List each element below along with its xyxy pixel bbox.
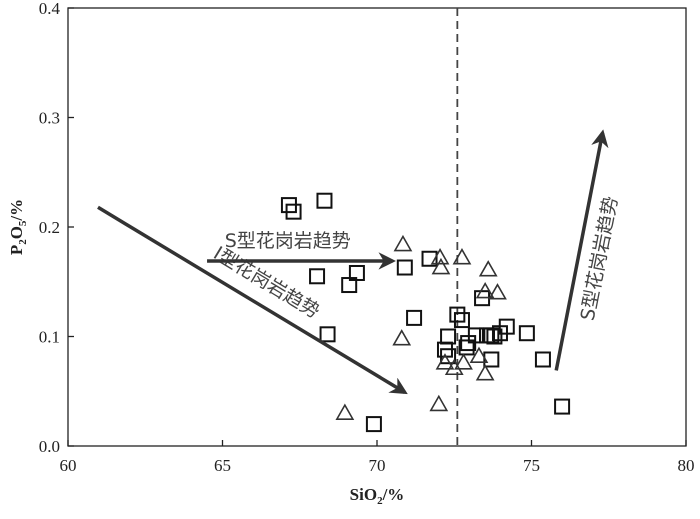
square-point — [440, 328, 457, 345]
y-tick-label: 0.4 — [39, 0, 61, 18]
square-point — [483, 351, 500, 368]
x-tick-label: 60 — [60, 456, 77, 475]
square-point — [440, 348, 457, 365]
square-point — [486, 328, 503, 345]
y-tick-label: 0.1 — [39, 328, 60, 347]
triangle-point — [430, 248, 450, 265]
triangle-point — [452, 248, 472, 265]
square-point — [396, 259, 413, 276]
square-point — [309, 268, 326, 285]
square-point — [458, 339, 475, 356]
y-tick-label: 0.0 — [39, 437, 60, 456]
square-point — [518, 325, 535, 342]
square-point — [534, 351, 551, 368]
plot-frame — [67, 7, 687, 447]
triangle-point — [335, 403, 355, 420]
square-point — [554, 398, 571, 415]
y-tick-label: 0.2 — [39, 218, 60, 237]
trend-arrow — [97, 205, 408, 395]
triangle-point — [469, 346, 489, 364]
triangle-point — [478, 260, 498, 277]
square-point — [449, 306, 466, 323]
square-point — [498, 318, 515, 335]
square-point — [406, 309, 423, 326]
square-point — [421, 250, 438, 267]
triangle-point — [488, 283, 507, 300]
triangle-point — [475, 364, 495, 381]
trend-label: S型花岗岩趋势 — [225, 230, 351, 252]
triangle-point — [444, 358, 464, 376]
square-point — [316, 192, 333, 209]
x-axis-label: SiO2/% — [350, 485, 405, 507]
x-tick-label: 70 — [369, 456, 386, 475]
square-point — [319, 326, 336, 343]
x-tick-label: 80 — [678, 456, 695, 475]
square-point — [365, 416, 382, 433]
trend-arrow — [554, 129, 609, 371]
trend-label: S型花岗岩趋势 — [577, 195, 623, 323]
triangle-point — [454, 353, 473, 370]
triangle-point — [429, 394, 449, 412]
y-axis-label: P2O5/% — [7, 199, 29, 255]
square-point — [285, 203, 302, 220]
triangle-point — [435, 353, 455, 370]
triangle-point — [431, 257, 451, 275]
triangle-point — [392, 329, 412, 346]
triangle-point — [475, 281, 495, 299]
square-point — [467, 327, 484, 344]
square-point — [453, 312, 470, 329]
x-tick-label: 65 — [214, 456, 231, 475]
y-tick-label: 0.3 — [39, 109, 60, 128]
x-tick-label: 75 — [523, 456, 540, 475]
square-point — [483, 327, 500, 344]
triangle-point — [393, 234, 413, 252]
square-point — [341, 277, 358, 294]
